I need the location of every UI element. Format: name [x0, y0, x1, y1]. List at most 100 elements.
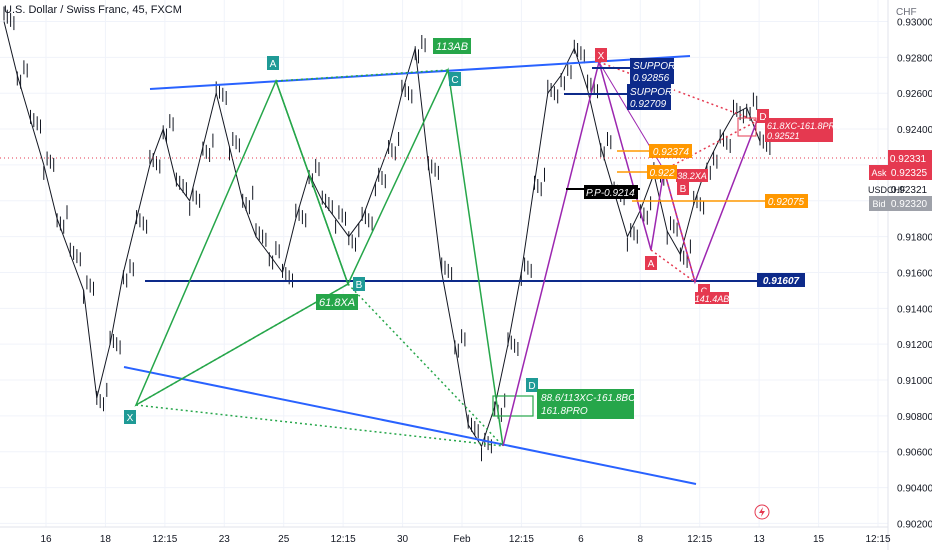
right-pattern-xd-dotted: [598, 61, 758, 122]
bid-label: Bid: [872, 199, 885, 209]
ask-label-badge: [869, 165, 889, 180]
pattern-d-info-line2: 161.8PRO: [541, 406, 588, 417]
price-tick-label: 0.90600: [897, 448, 932, 459]
time-tick-label: 12:15: [865, 534, 890, 545]
time-tick-label: 25: [278, 534, 290, 545]
ratio-618xa-badge[interactable]: [316, 294, 358, 310]
symbol-label: USDCHF: [868, 185, 906, 195]
price-tick-label: 0.91400: [897, 304, 932, 315]
time-tick-label: 12:15: [509, 534, 534, 545]
time-tick-label: 30: [397, 534, 409, 545]
pattern-xab-lines[interactable]: [134, 78, 349, 407]
support1-value: 0.92856: [633, 73, 670, 84]
symbol-value: 0.92321: [891, 185, 928, 196]
time-tick-label: 23: [219, 534, 231, 545]
event-lightning-icon[interactable]: [754, 504, 770, 520]
point-b-label: B: [356, 280, 363, 291]
bid-badge[interactable]: [888, 196, 932, 211]
support1-badge[interactable]: [630, 58, 674, 84]
bid-value: 0.92320: [891, 199, 928, 210]
price-tick-label: 0.92400: [897, 125, 932, 136]
right-pattern-d-zone: [737, 117, 757, 137]
point-b-badge[interactable]: [353, 277, 365, 291]
time-tick-label: 13: [754, 534, 766, 545]
right-pattern-lines[interactable]: [502, 59, 758, 447]
support2-label: SUPPORT: [630, 87, 679, 98]
time-tick-label: 12:15: [687, 534, 712, 545]
lower-channel-line[interactable]: [123, 366, 697, 485]
upper-channel-line[interactable]: [149, 55, 691, 90]
point-a-label: A: [270, 59, 277, 70]
time-tick-label: 18: [100, 534, 112, 545]
pattern-xb-dotted: [135, 283, 349, 406]
pivot-label: P.P-0.9214: [586, 188, 635, 199]
currency-label: CHF: [896, 7, 917, 18]
right-ratio-382xa-badge[interactable]: [676, 169, 708, 182]
price-tick-label: 0.92600: [897, 89, 932, 100]
price-ticks: 0.930000.928000.926000.924000.922000.920…: [897, 18, 932, 531]
right-point-a-badge[interactable]: [645, 256, 657, 270]
right-ratio-1414ab-label: 141.4AB: [695, 294, 730, 304]
right-d-info-badge[interactable]: [765, 118, 833, 142]
right-ratio-1414ab-badge[interactable]: [695, 292, 729, 304]
right-point-b-label: B: [680, 184, 687, 195]
support2-badge[interactable]: [627, 84, 671, 110]
price-tick-label: 0.92800: [897, 53, 932, 64]
lightning-bolt-icon: [759, 507, 765, 517]
right-point-x-label: X: [598, 51, 605, 62]
pattern-xd-dotted: [135, 404, 504, 447]
orange-level3-badge[interactable]: [765, 194, 808, 208]
chart-title: U.S. Dollar / Swiss Franc, 45, FXCM: [4, 4, 182, 16]
point-a-badge[interactable]: [267, 56, 279, 70]
point-c-label: C: [451, 75, 458, 86]
right-point-x-badge[interactable]: [595, 48, 607, 62]
orange-level2-badge[interactable]: [647, 165, 677, 179]
pattern-d-info-badge[interactable]: [537, 389, 634, 419]
pattern-d-info-line1: 88.6/113XC-161.8BC: [541, 393, 636, 404]
price-series-line: [3, 21, 761, 448]
support1-label: SUPPORT: [633, 61, 682, 72]
point-x-badge[interactable]: [124, 410, 136, 424]
orange-level1-badge[interactable]: [649, 144, 692, 158]
right-d-info-line1: 61.8XC-161.8PRO: [767, 121, 842, 131]
price-axis-panel[interactable]: [888, 0, 932, 550]
pivot-badge[interactable]: [584, 185, 638, 199]
right-point-b-badge[interactable]: [677, 181, 689, 195]
price-tick-label: 0.90800: [897, 412, 932, 423]
right-ratio-382xa-label: 38.2XA: [677, 171, 707, 181]
price-candles: [3, 6, 771, 462]
time-tick-label: 16: [40, 534, 52, 545]
point-x-label: X: [127, 413, 134, 424]
right-d-info-line2: 0.92521: [767, 131, 800, 141]
ask-value: 0.92325: [891, 168, 928, 179]
ratio-113ab-label: 113AB: [436, 41, 468, 53]
time-tick-label: 15: [813, 534, 825, 545]
right-pattern-bc-dotted: [663, 169, 696, 283]
price-tick-label: 0.90200: [897, 519, 932, 530]
point-c-badge[interactable]: [449, 72, 461, 86]
point-d-badge[interactable]: [526, 378, 538, 392]
price-tick-label: 0.91600: [897, 268, 932, 279]
time-tick-label: Feb: [453, 534, 471, 545]
price-tick-label: 0.91200: [897, 340, 932, 351]
price-tick-label: 0.93000: [897, 18, 932, 29]
current-price-value: 0.92331: [890, 154, 927, 165]
ratio-113ab-badge[interactable]: [433, 38, 471, 54]
right-point-d-label: D: [759, 112, 766, 123]
pattern-ac-dotted: [275, 69, 449, 82]
orange-level3-label: 0.92075: [768, 197, 805, 208]
ask-badge[interactable]: [888, 165, 932, 180]
price-tick-label: 0.91000: [897, 376, 932, 387]
level-091607-badge[interactable]: [757, 273, 805, 287]
orange-level2-label: 0.922: [649, 168, 674, 179]
time-tick-label: 8: [638, 534, 644, 545]
ask-label: Ask: [871, 168, 887, 178]
ratio-618xa-label: 61.8XA: [319, 297, 355, 309]
support2-value: 0.92709: [630, 99, 667, 110]
current-price-badge[interactable]: [888, 150, 932, 166]
pattern-abcd-lines[interactable]: [275, 67, 504, 447]
right-pattern-ac-dotted: [650, 249, 696, 283]
time-tick-label: 12:15: [152, 534, 177, 545]
